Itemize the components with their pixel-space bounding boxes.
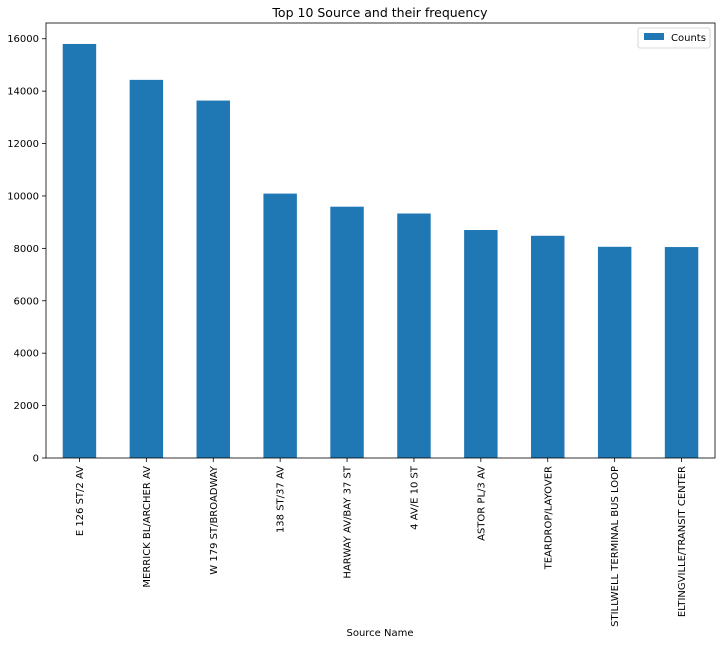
x-tick-label-4: HARWAY AV/BAY 37 ST — [343, 465, 354, 578]
legend: Counts — [637, 27, 711, 49]
y-tick-label-6: 12000 — [7, 139, 39, 150]
plot-frame — [45, 22, 716, 459]
bar-2 — [196, 100, 230, 458]
x-tick-label-7: TEARDROP/LAYOVER — [543, 466, 554, 570]
y-axis-ticks: 0 2000 4000 6000 8000 10000 12000 14000 16000 — [7, 34, 46, 465]
bar-9 — [664, 247, 699, 458]
x-axis-label: Source Name — [346, 628, 413, 639]
bar-5 — [397, 213, 431, 458]
y-tick-label-1: 2000 — [14, 401, 39, 412]
x-tick-label-5: 4 AV/E 10 ST — [409, 465, 420, 530]
x-tick-label-2: W 179 ST/BROADWAY — [209, 465, 220, 575]
bar-4 — [330, 206, 364, 458]
bar-0 — [62, 43, 97, 459]
y-tick-label-5: 10000 — [7, 191, 39, 202]
y-tick-label-7: 14000 — [7, 87, 39, 98]
bar-1 — [129, 79, 164, 459]
y-tick-label-8: 16000 — [7, 34, 39, 45]
x-tick-label-8: STILLWELL TERMINAL BUS LOOP — [610, 466, 621, 627]
legend-label: Counts — [671, 33, 706, 44]
x-tick-label-3: 138 ST/37 AV — [276, 466, 287, 533]
legend-swatch — [644, 33, 664, 40]
y-tick-label-2: 4000 — [14, 349, 39, 360]
bar-8 — [597, 246, 632, 458]
x-tick-label-6: ASTOR PL/3 AV — [476, 466, 487, 541]
x-tick-label-1: MERRICK BL/ARCHER AV — [142, 466, 153, 588]
chart-title: Top 10 Source and their frequency — [271, 5, 488, 20]
bar-3 — [263, 193, 297, 458]
bar-7 — [531, 235, 565, 458]
x-tick-label-0: E 126 ST/2 AV — [75, 466, 86, 536]
y-tick-label-3: 6000 — [14, 296, 39, 307]
y-tick-label-4: 8000 — [14, 244, 39, 255]
x-axis-ticks: E 126 ST/2 AV MERRICK BL/ARCHER AV W 179 S… — [75, 458, 688, 627]
x-tick-label-9: ELTINGVILLE/TRANSIT CENTER — [677, 466, 688, 617]
bars-group — [62, 43, 699, 459]
bar-6 — [464, 230, 498, 458]
y-tick-label-0: 0 — [33, 454, 39, 465]
